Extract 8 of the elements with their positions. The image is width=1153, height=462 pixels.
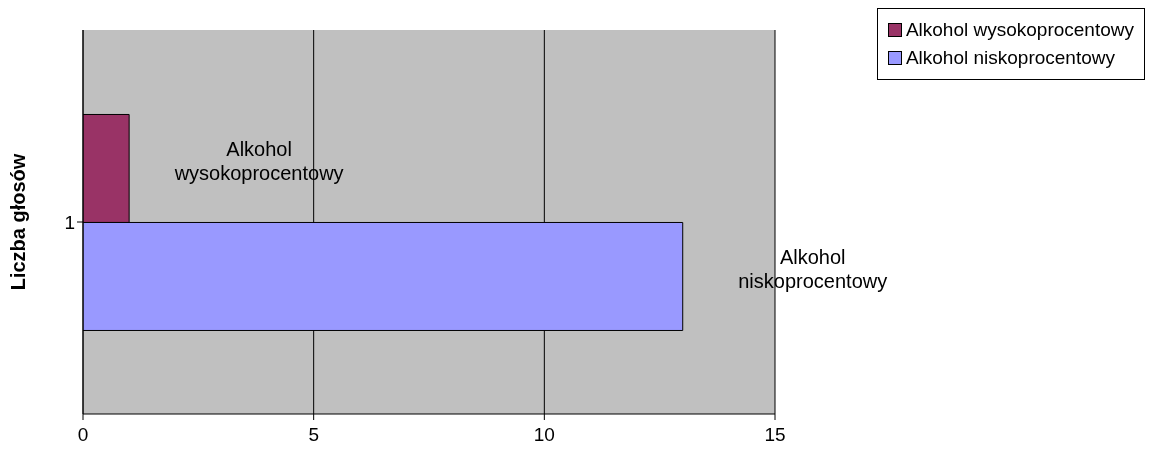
- legend-label: Alkohol niskoprocentowy: [905, 47, 1115, 69]
- x-tick-label: 15: [764, 424, 786, 446]
- x-tick-label: 10: [533, 424, 555, 446]
- y-tick-label: 1: [64, 211, 75, 233]
- x-tick-label: 5: [308, 424, 319, 446]
- x-tick-label: 0: [77, 424, 89, 446]
- y-axis-title: Liczba głosów: [7, 153, 30, 291]
- legend-label: Alkohol wysokoprocentowy: [905, 19, 1134, 41]
